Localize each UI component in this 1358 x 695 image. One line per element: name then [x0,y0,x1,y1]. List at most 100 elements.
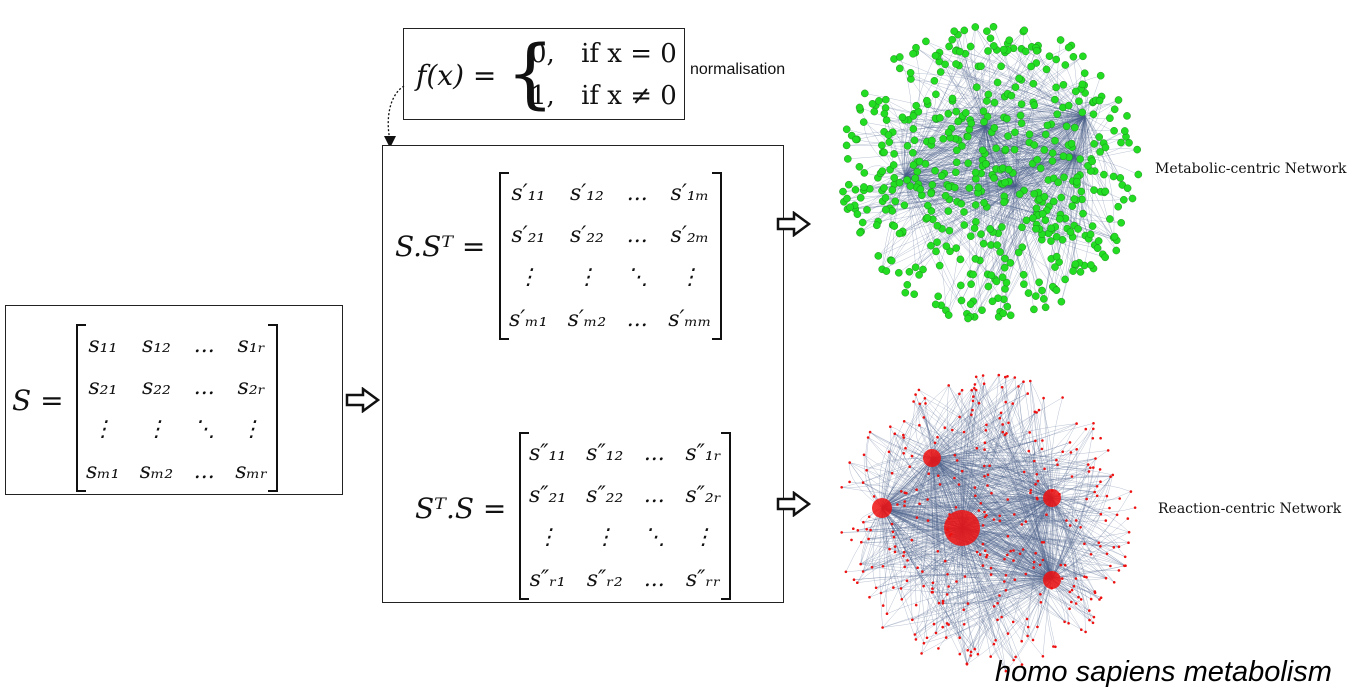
network-node [909,125,918,133]
network-node [1003,557,1006,561]
network-node [1101,187,1110,196]
network-node [970,388,973,392]
network-node [998,416,1002,420]
network-node [882,95,890,104]
network-node [932,622,936,626]
network-edge [904,47,1037,177]
network-node [1027,62,1035,71]
network-node [1003,433,1007,437]
network-node [1106,215,1114,223]
network-node [870,565,874,569]
network-edge [931,457,1096,593]
matrix-row: s′₁₁ s′₁₂... s′₁ₘ [499,172,722,214]
network-node [860,540,863,544]
network-node [1045,52,1054,61]
network-node [903,565,906,569]
network-edge [976,376,1053,499]
network-node [909,50,917,58]
network-edge [881,507,1092,600]
network-node [992,518,996,521]
network-node [985,514,988,517]
network-node [1104,519,1108,522]
network-edge [931,457,1095,618]
sts-right-bracket [721,432,732,600]
network-node [1119,195,1128,204]
network-node [1010,145,1019,154]
network-node [1092,615,1096,619]
network-edge [1074,155,1117,251]
network-node [1024,572,1028,576]
network-node [858,218,867,227]
network-edge [866,457,933,471]
matrix-cell: ⋮ [593,524,616,550]
network-node [955,580,958,583]
matrix-cell: ⋮ [692,524,715,550]
network-node [892,586,895,589]
network-node [934,631,938,635]
network-node [952,244,960,252]
network-node [1038,286,1046,295]
network-node [970,413,973,417]
network-node [975,550,979,554]
network-node [951,428,954,432]
network-node [1011,128,1019,137]
matrix-cell: s₁₁ [88,332,118,358]
metabolic-network-label: Metabolic-centric Network [1155,161,1347,177]
network-edge [1051,476,1111,579]
sts-matrix-table: s″₁₁ s″₁₂... s″₁ᵣ s″₂₁ s″₂₂... s″₂ᵣ ⋮ ⋮ ⋱ ⋮ s″ᵣ₁ s″… [519,432,731,600]
network-node [974,183,983,192]
network-node [1020,280,1028,289]
network-edge [1014,177,1065,187]
network-node [1041,303,1050,312]
network-node [1006,534,1010,538]
network-node [1006,632,1010,635]
network-edge [931,457,1120,547]
network-node [1091,437,1095,440]
network-edge [882,577,1053,628]
network-node [859,118,868,126]
hollow-arrow-to-metabolic [776,211,812,237]
network-node [1060,577,1064,580]
network-node [843,194,851,203]
network-node [878,141,886,150]
network-node [951,183,959,192]
network-node [998,514,1001,518]
network-edge [931,457,938,633]
network-node [974,494,977,498]
network-node [903,504,906,507]
network-edge [932,577,1053,594]
network-node [973,383,977,386]
network-node [1054,645,1057,649]
network-node [1057,297,1066,306]
network-node [905,579,909,582]
network-node [977,401,981,405]
network-node [903,142,912,150]
network-node [1099,596,1103,599]
network-node [963,132,972,141]
network-node [972,217,980,226]
network-node [892,535,896,539]
network-node [902,550,906,554]
network-node [961,109,970,117]
network-node [966,42,975,51]
network-node [983,448,986,451]
network-node [890,150,898,158]
network-node [952,168,960,177]
network-node [969,654,972,657]
network-node [1033,459,1036,463]
network-node [1110,232,1119,241]
network-edge [984,125,1115,237]
network-node [915,488,918,491]
normalisation-lhs: f(x) = [416,59,497,92]
network-node [996,248,1004,256]
network-node [1006,553,1009,557]
network-node [923,213,932,222]
network-node [1101,253,1110,262]
network-node [1025,130,1034,139]
network-node [1080,628,1083,631]
network-node [1076,155,1084,163]
network-node [927,241,935,250]
sts-left-bracket [519,432,529,600]
network-edge [1051,491,1132,579]
network-edge [882,115,1086,172]
